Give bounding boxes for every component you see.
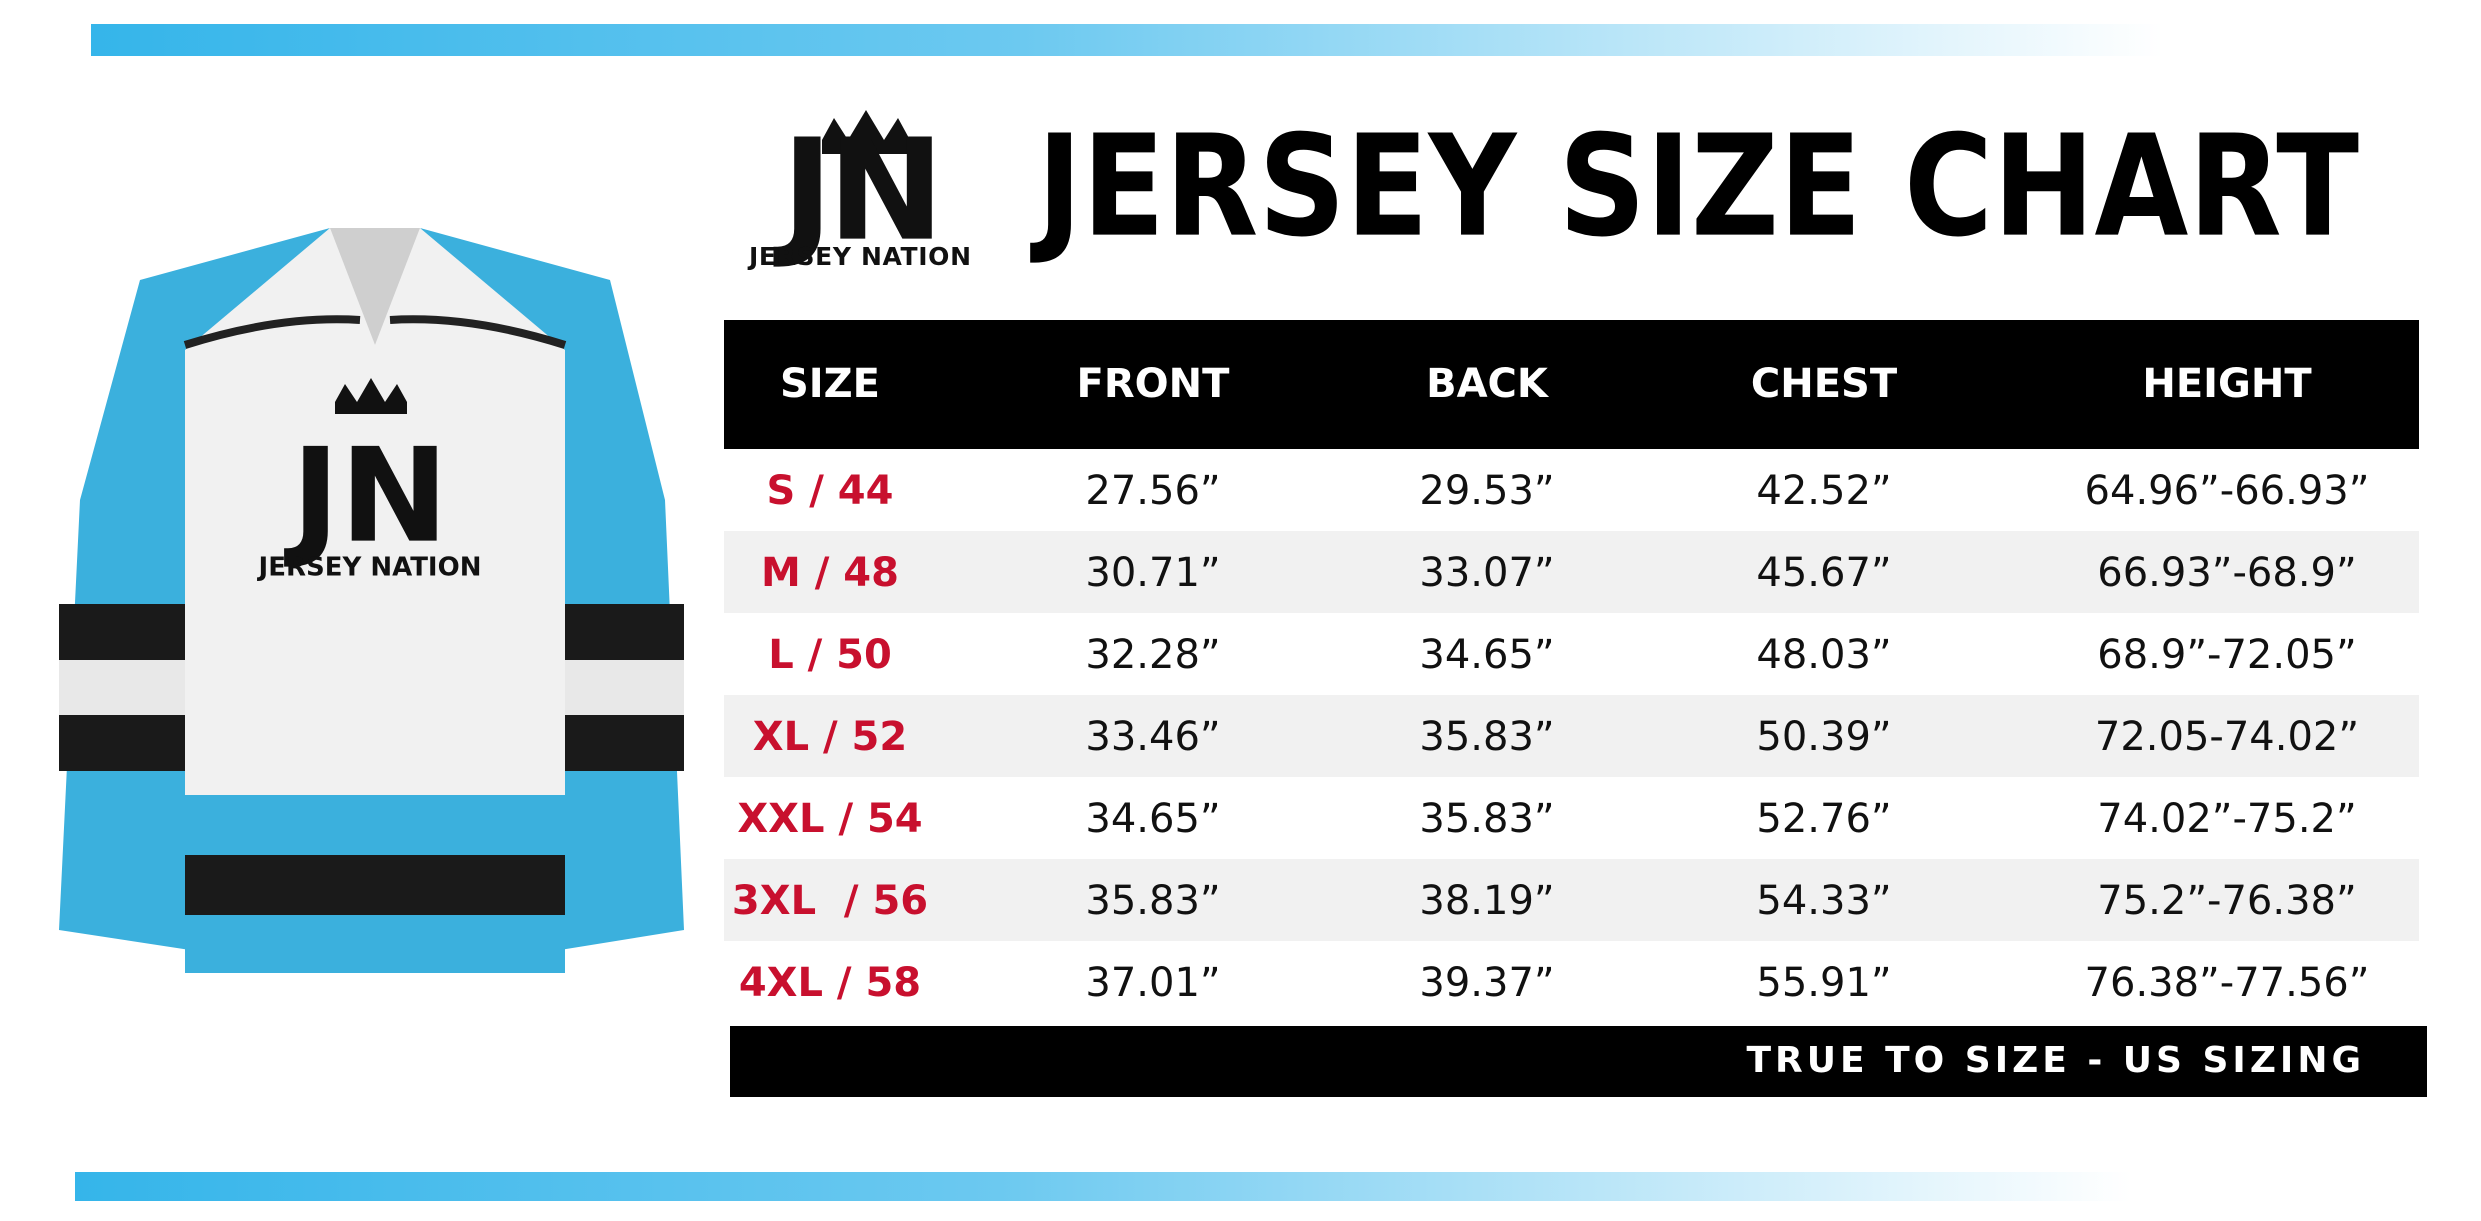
header-row xyxy=(724,320,2419,449)
table-row xyxy=(724,695,2419,777)
size-cell: M / 48 xyxy=(761,550,899,596)
size-cell: XXL / 54 xyxy=(737,796,922,842)
size-cell: XL / 52 xyxy=(753,714,907,760)
cell: 74.02”-75.2” xyxy=(2097,796,2356,842)
cell: 27.56” xyxy=(1085,468,1220,514)
bottom-bar xyxy=(75,1172,2131,1201)
cell: 29.53” xyxy=(1419,468,1554,514)
cell: 50.39” xyxy=(1756,714,1891,760)
logo-name: JERSEY NATION xyxy=(747,242,971,271)
top-bar xyxy=(91,24,2163,56)
cell: 32.28” xyxy=(1085,632,1220,678)
cell: 33.46” xyxy=(1085,714,1220,760)
cell: 35.83” xyxy=(1085,878,1220,924)
logo-initials: JN xyxy=(773,110,938,273)
cell: 33.07” xyxy=(1419,550,1554,596)
jersey: JN JERSEY NATION xyxy=(59,228,684,973)
table-row xyxy=(724,859,2419,941)
column-header: SIZE xyxy=(780,361,880,407)
size-cell: 4XL / 58 xyxy=(739,960,921,1006)
cell: 35.83” xyxy=(1419,714,1554,760)
cell: 72.05-74.02” xyxy=(2095,714,2359,760)
table-row xyxy=(724,449,2419,531)
cell: 39.37” xyxy=(1419,960,1554,1006)
table-row xyxy=(724,777,2419,859)
cell: 76.38”-77.56” xyxy=(2085,960,2370,1006)
table: SIZE FRONT BACK CHEST HEIGHT S / 44 27.56” 29.5… xyxy=(724,320,2427,1097)
cell: 55.91” xyxy=(1756,960,1891,1006)
column-header: BACK xyxy=(1426,361,1550,407)
size-cell: S / 44 xyxy=(767,468,894,514)
cell: 68.9”-72.05” xyxy=(2097,632,2356,678)
cell: 64.96”-66.93” xyxy=(2085,468,2370,514)
jersey-logo-name: JERSEY NATION xyxy=(257,553,482,583)
cell: 38.19” xyxy=(1419,878,1554,924)
size-cell: L / 50 xyxy=(768,632,892,678)
cell: 75.2”-76.38” xyxy=(2097,878,2356,924)
column-header: FRONT xyxy=(1077,361,1231,407)
jersey-logo-initials: JN xyxy=(283,420,448,572)
title: JERSEY SIZE CHART xyxy=(1030,106,2359,269)
cell: 52.76” xyxy=(1756,796,1891,842)
footer-bar xyxy=(730,1026,2427,1097)
brand-logo: JN JERSEY NATION xyxy=(747,110,971,273)
size-cell: 3XL / 56 xyxy=(732,878,928,924)
table-row xyxy=(724,941,2419,1023)
cell: 48.03” xyxy=(1756,632,1891,678)
cell: 42.52” xyxy=(1756,468,1891,514)
cell: 34.65” xyxy=(1419,632,1554,678)
cell: 35.83” xyxy=(1419,796,1554,842)
column-header: HEIGHT xyxy=(2142,361,2312,407)
cell: 66.93”-68.9” xyxy=(2097,550,2356,596)
cell: 45.67” xyxy=(1756,550,1891,596)
cell: 34.65” xyxy=(1085,796,1220,842)
footer-note: TRUE TO SIZE - US SIZING xyxy=(1746,1040,2365,1081)
cell: 30.71” xyxy=(1085,550,1220,596)
cell: 54.33” xyxy=(1756,878,1891,924)
cell: 37.01” xyxy=(1085,960,1220,1006)
table-row xyxy=(724,613,2419,695)
column-header: CHEST xyxy=(1751,361,1898,407)
table-row xyxy=(724,531,2419,613)
